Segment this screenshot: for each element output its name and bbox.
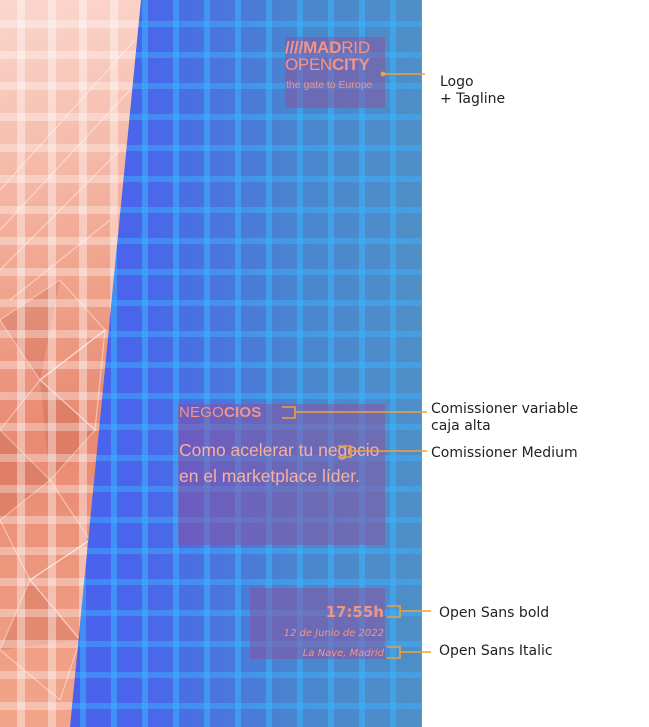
headline: Como acelerar tu negocio en el marketpla… xyxy=(179,440,380,486)
logo-wordmark-top: ////MADRID xyxy=(285,38,385,58)
annotation-time: Open Sans bold xyxy=(439,605,550,621)
info-zone xyxy=(250,588,385,659)
text-zone xyxy=(178,404,385,545)
category-bold: CIOS xyxy=(223,404,262,421)
annotation-date: Open Sans Italic xyxy=(439,643,553,659)
geometric-facets xyxy=(0,280,95,650)
annotation-logo-line2: + Tagline xyxy=(440,91,506,107)
event-time: 17:55h xyxy=(325,603,384,621)
logo-zone xyxy=(285,37,385,108)
event-place: La Nave, Madrid xyxy=(302,648,384,659)
logo-mad: MAD xyxy=(303,38,342,57)
background-artwork xyxy=(0,0,422,727)
category-label: NEGOCIOS xyxy=(179,404,261,421)
event-date: 12 de Junio de 2022 xyxy=(283,628,384,639)
category-light: NEGO xyxy=(179,404,224,421)
annotation-category-line2: caja alta xyxy=(431,418,491,434)
annotation-category-line1: Comissioner variable xyxy=(431,401,579,417)
logo-open: OPEN xyxy=(285,55,332,74)
annotation-logo-line1: Logo xyxy=(440,74,474,90)
logo-bars: //// xyxy=(285,38,304,57)
logo-rid: RID xyxy=(341,38,370,57)
logo-wordmark-bottom: OPENCITY xyxy=(285,55,385,75)
logo-city: CITY xyxy=(331,55,370,74)
annotation-category: Comissioner variable caja alta xyxy=(431,401,578,435)
annotation-logo: Logo + Tagline xyxy=(440,74,505,108)
logo-tagline: the gate to Europe xyxy=(286,79,373,91)
annotation-headline: Comissioner Medium xyxy=(431,445,578,461)
